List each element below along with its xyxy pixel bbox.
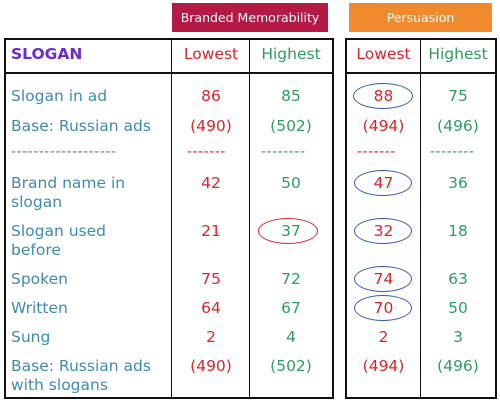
table-cell: 4	[286, 328, 296, 346]
highlight-oval	[258, 218, 318, 244]
separator-dashes: --------	[430, 144, 475, 160]
table-cell: 2	[206, 328, 216, 346]
table-cell: 64	[201, 299, 221, 317]
table-cell: 85	[281, 87, 301, 105]
row-label: Base: Russian ads	[11, 357, 151, 375]
highlight-oval	[354, 218, 412, 244]
row-label: Slogan used	[11, 222, 106, 240]
table-cell: 75	[201, 270, 221, 288]
row-label: Spoken	[11, 270, 68, 288]
slogan-column-header: SLOGAN	[11, 45, 83, 63]
table-cell: (496)	[437, 357, 479, 375]
persuasion-table	[345, 38, 497, 399]
memorability-lowest-header: Lowest	[183, 45, 239, 63]
branded-memorability-header: Branded Memorability	[172, 3, 328, 32]
memorability-table	[4, 38, 334, 399]
row-label: Base: Russian ads	[11, 117, 151, 135]
table-cell: 72	[281, 270, 301, 288]
table-cell: (502)	[270, 357, 312, 375]
table-cell: (490)	[190, 117, 232, 135]
row-label: Sung	[11, 328, 51, 346]
table-cell: 2	[378, 328, 389, 346]
table-cell: 75	[448, 87, 468, 105]
header-rule	[347, 72, 495, 74]
table-cell: 67	[281, 299, 301, 317]
row-label: before	[11, 241, 61, 259]
header-rule	[6, 72, 332, 74]
table-cell: (494)	[362, 357, 405, 375]
separator-dashes: -------------------	[11, 144, 117, 160]
row-label: slogan	[11, 193, 63, 211]
table-cell: 63	[448, 270, 468, 288]
table-cell: 50	[281, 174, 301, 192]
table-cell: 21	[201, 222, 221, 240]
row-label: Written	[11, 299, 68, 317]
table-cell: 3	[453, 328, 463, 346]
table-cell: 36	[448, 174, 468, 192]
highlight-oval	[354, 266, 412, 292]
persuasion-highest-header: Highest	[428, 45, 488, 63]
memorability-highest-header: Highest	[261, 45, 321, 63]
separator-dashes: -------	[357, 144, 396, 160]
table-cell: (494)	[362, 117, 405, 135]
highlight-oval	[354, 295, 412, 321]
separator-dashes: --------	[261, 144, 306, 160]
table-cell: 86	[201, 87, 221, 105]
column-divider	[171, 40, 172, 397]
table-cell: 42	[201, 174, 221, 192]
row-label: with slogans	[11, 376, 108, 394]
table-cell: 50	[448, 299, 468, 317]
persuasion-lowest-header: Lowest	[356, 45, 411, 63]
separator-dashes: -------	[187, 144, 226, 160]
highlight-oval	[354, 170, 412, 196]
table-cell: (502)	[270, 117, 312, 135]
column-divider	[420, 40, 421, 397]
table-cell: 18	[448, 222, 468, 240]
row-label: Slogan in ad	[11, 87, 108, 105]
highlight-oval	[353, 83, 413, 109]
row-label: Brand name in	[11, 174, 126, 192]
column-divider	[249, 40, 250, 397]
table-cell: (490)	[190, 357, 232, 375]
table-cell: (496)	[437, 117, 479, 135]
persuasion-header: Persuasion	[349, 3, 492, 32]
